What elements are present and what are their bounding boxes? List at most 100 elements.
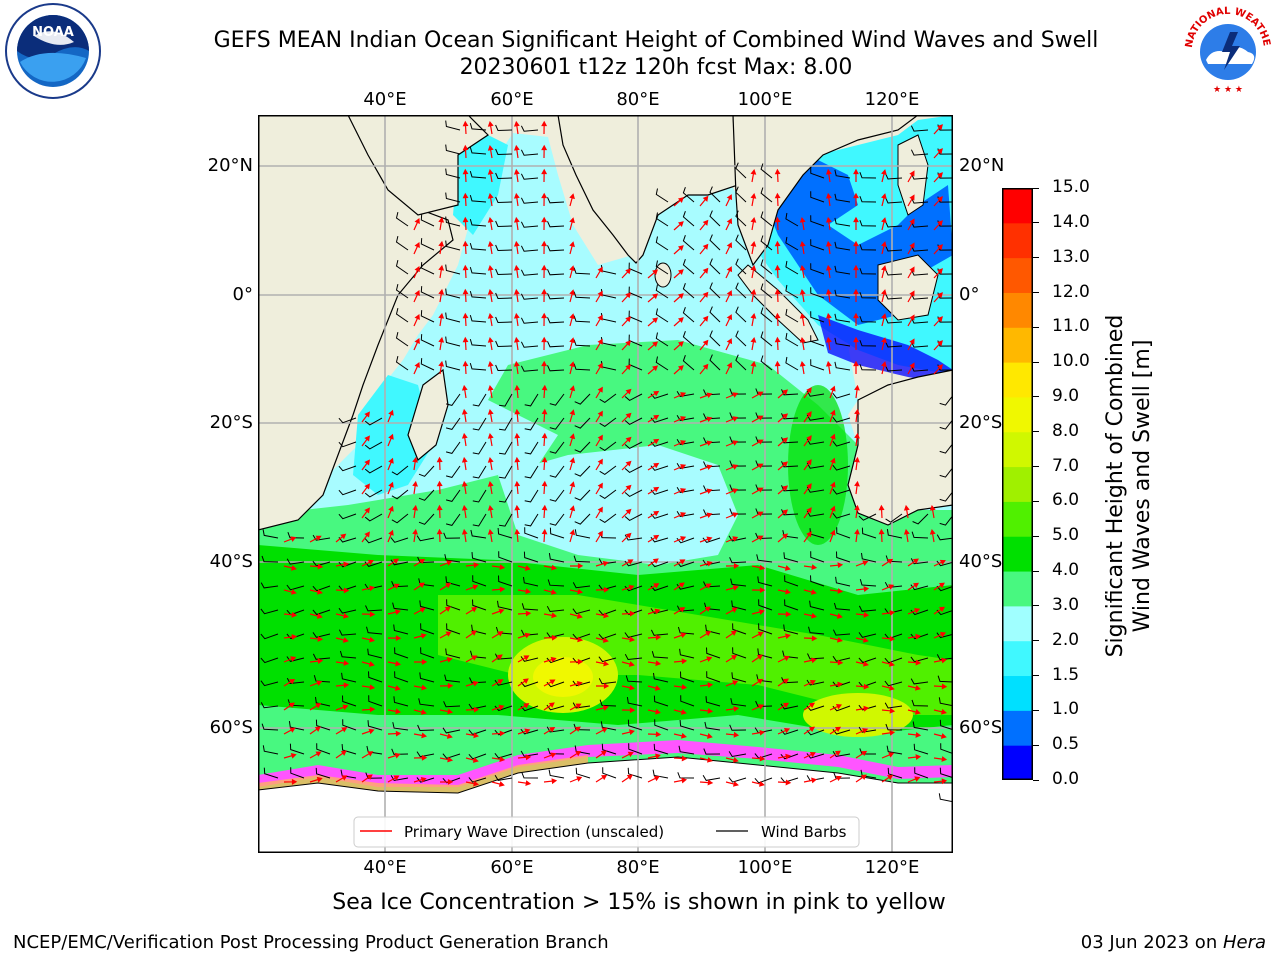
wave-direction-arrow <box>621 460 632 471</box>
wind-barb <box>729 508 747 515</box>
wave-direction-arrow <box>569 265 575 279</box>
wind-barb <box>682 283 695 299</box>
wave-direction-arrow <box>491 586 506 593</box>
wave-direction-arrow <box>595 774 608 783</box>
wind-barb <box>520 245 539 252</box>
wave-direction-arrow <box>826 288 832 303</box>
wave-direction-arrow <box>487 432 494 447</box>
land-se-asia <box>732 115 919 267</box>
wave-direction-arrow <box>595 660 610 667</box>
wind-barb <box>572 680 591 687</box>
wind-barb <box>364 513 383 522</box>
wind-barb <box>810 263 825 275</box>
wave-direction-arrow <box>436 480 443 495</box>
wave-direction-arrow <box>799 240 806 255</box>
wave-direction-arrow <box>462 336 469 351</box>
wind-barb <box>312 534 331 541</box>
wave-direction-arrow <box>309 588 323 595</box>
wave-direction-arrow <box>881 169 887 183</box>
wave-direction-arrow <box>799 264 806 279</box>
wind-barb <box>859 172 877 179</box>
wave-direction-arrow <box>595 482 603 495</box>
wave-direction-arrow <box>514 432 521 447</box>
wave-direction-arrow <box>751 780 765 787</box>
wind-barb <box>780 729 799 735</box>
wave-direction-arrow <box>725 705 740 712</box>
wind-barb <box>445 360 461 371</box>
wave-direction-arrow <box>881 707 896 714</box>
wave-direction-arrow <box>750 240 757 255</box>
wind-barb <box>785 260 799 275</box>
wave-direction-arrow <box>487 240 494 255</box>
wave-direction-arrow <box>647 608 661 615</box>
colorbar-tick-mark <box>1033 466 1039 468</box>
wind-barb <box>911 699 929 707</box>
wind-barb <box>758 623 773 635</box>
wind-barb <box>521 772 539 779</box>
wind-barb <box>549 527 565 539</box>
wind-barb <box>756 554 773 563</box>
wind-barb <box>572 702 591 709</box>
wave-direction-arrow <box>461 384 468 399</box>
wave-direction-arrow <box>439 708 454 715</box>
wave-direction-arrow <box>491 730 506 737</box>
wave-direction-arrow <box>777 611 792 618</box>
wind-barb <box>395 211 409 227</box>
wave-direction-arrow <box>413 289 420 303</box>
wave-direction-arrow <box>907 684 921 691</box>
wind-barb <box>913 743 929 755</box>
wind-barb <box>910 656 929 663</box>
wind-barb <box>495 316 513 324</box>
wind-barb <box>521 603 539 611</box>
sea-ice-edge <box>258 740 953 787</box>
wind-barb <box>390 537 409 543</box>
wind-barb <box>392 602 409 611</box>
wind-barb <box>338 417 357 424</box>
wind-barb <box>549 417 565 430</box>
colorbar-tick-mark <box>1033 744 1039 746</box>
wind-barb <box>810 191 825 203</box>
colorbar-segment <box>1002 710 1033 746</box>
wind-barb <box>676 438 695 445</box>
wave-direction-arrow <box>569 776 583 783</box>
wind-barb <box>574 441 591 453</box>
wind-barb <box>286 677 305 685</box>
wave-direction-arrow <box>569 457 576 471</box>
colorbar-segment <box>1002 292 1033 328</box>
wave-direction-arrow <box>881 635 896 642</box>
wave-direction-arrow <box>933 657 948 664</box>
chart-title: GEFS MEAN Indian Ocean Significant Heigh… <box>213 28 1099 53</box>
wave-direction-arrow <box>517 780 532 787</box>
colorbar-segment <box>1002 640 1033 677</box>
wind-barb <box>628 334 643 347</box>
wave-direction-arrow <box>621 364 632 375</box>
wind-barb <box>338 441 357 448</box>
wave-direction-arrow <box>465 630 477 639</box>
colorbar-tick-label: 12.0 <box>1052 281 1090 302</box>
wave-direction-arrow <box>803 679 816 687</box>
wave-direction-arrow <box>803 726 816 735</box>
wind-barb <box>628 286 643 299</box>
wave-direction-arrow <box>907 582 920 591</box>
wind-barb <box>472 417 487 431</box>
wind-barb <box>810 287 825 299</box>
wave-direction-arrow <box>699 464 713 471</box>
wind-barb <box>416 777 435 783</box>
wind-barb <box>260 608 279 615</box>
wave-direction-arrow <box>487 192 494 207</box>
lat-tick-right: 20°N <box>959 155 1005 176</box>
wave-direction-arrow <box>673 416 687 423</box>
noaa-logo-label: NOAA <box>32 25 74 40</box>
wind-barb <box>703 485 721 492</box>
wave-direction-arrow <box>725 607 738 615</box>
wind-barb <box>680 695 695 707</box>
wave-direction-arrow <box>361 751 374 759</box>
wave-direction-arrow <box>465 757 479 763</box>
wave-direction-arrow <box>933 268 943 279</box>
wind-barb <box>472 489 487 503</box>
wave-direction-arrow <box>699 756 713 763</box>
ocean-swh-calm-zone <box>498 445 738 565</box>
wave-direction-arrow <box>777 533 789 543</box>
legend-wave-direction-label: Primary Wave Direction (unscaled) <box>404 823 664 841</box>
wave-direction-arrow <box>413 684 428 691</box>
